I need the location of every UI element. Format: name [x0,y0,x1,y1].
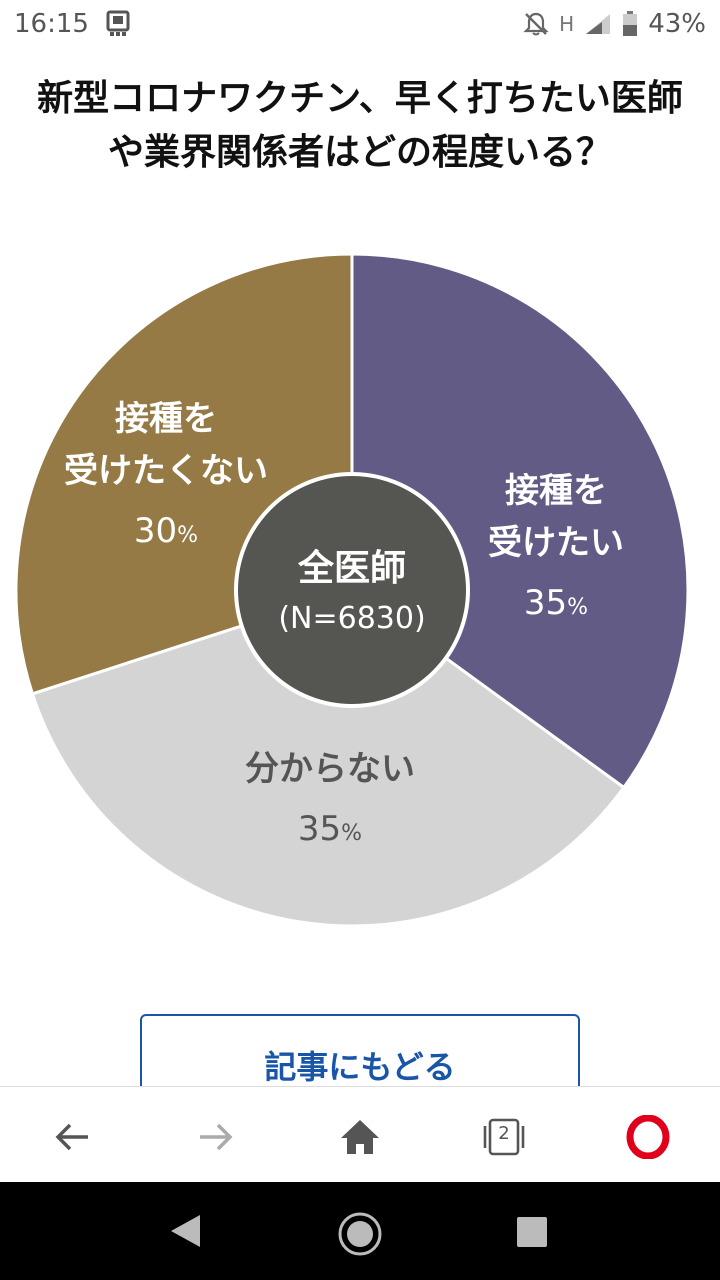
slice-label: 分からない 35% [245,749,415,849]
back-arrow-button[interactable] [44,1109,100,1165]
slice-label-text: 受けたくない [64,451,268,491]
title-line-1: 新型コロナワクチン、早く打ちたい医師 [37,78,683,119]
status-bar: 16:15 H 43% [0,0,720,48]
home-button[interactable] [332,1109,388,1165]
slice-value-label: 30% [134,511,198,551]
title-line-2: や業界関係者はどの程度いる？ [107,132,612,173]
chart-title: 新型コロナワクチン、早く打ちたい医師 や業界関係者はどの程度いる？ [20,72,700,180]
battery-icon [623,11,638,36]
opera-logo-icon [626,1115,670,1159]
android-home-button[interactable] [336,1210,384,1258]
pie-chart: 接種を受けたい35%分からない35%接種を受けたくない30%全医師(N=6830… [14,252,690,928]
signal-icon [586,14,611,34]
battery-percent: 43% [648,9,706,39]
center-label: 全医師 [297,547,406,589]
android-back-button[interactable] [168,1212,204,1250]
slice-value-label: 35% [524,583,588,623]
arrow-left-icon [55,1123,88,1151]
arrow-right-icon [200,1123,233,1151]
slice-label-text: 分からない [245,749,415,789]
tabs-icon [483,1118,525,1156]
pie-slice [30,588,626,928]
browser-toolbar: 2 [0,1086,720,1183]
center-sublabel: (N=6830) [278,601,425,636]
forward-arrow-button[interactable] [188,1109,244,1165]
center-circle [234,472,470,708]
android-nav-bar [0,1182,720,1280]
slice-label-text: 受けたい [488,523,624,563]
bell-off-icon [523,12,549,36]
tab-count: 2 [498,1123,510,1144]
android-recents-button[interactable] [516,1216,548,1248]
tabs-button[interactable]: 2 [476,1109,532,1165]
pie-slice [350,252,690,790]
slice-label-text: 接種を [115,399,217,439]
network-type: H [559,12,575,36]
slice-label-text: 接種を [505,471,607,511]
status-time: 16:15 [14,9,89,39]
sim-card-icon [106,10,130,36]
slice-value-label: 35% [298,809,362,849]
home-icon [341,1120,379,1154]
opera-menu-button[interactable] [620,1109,676,1165]
